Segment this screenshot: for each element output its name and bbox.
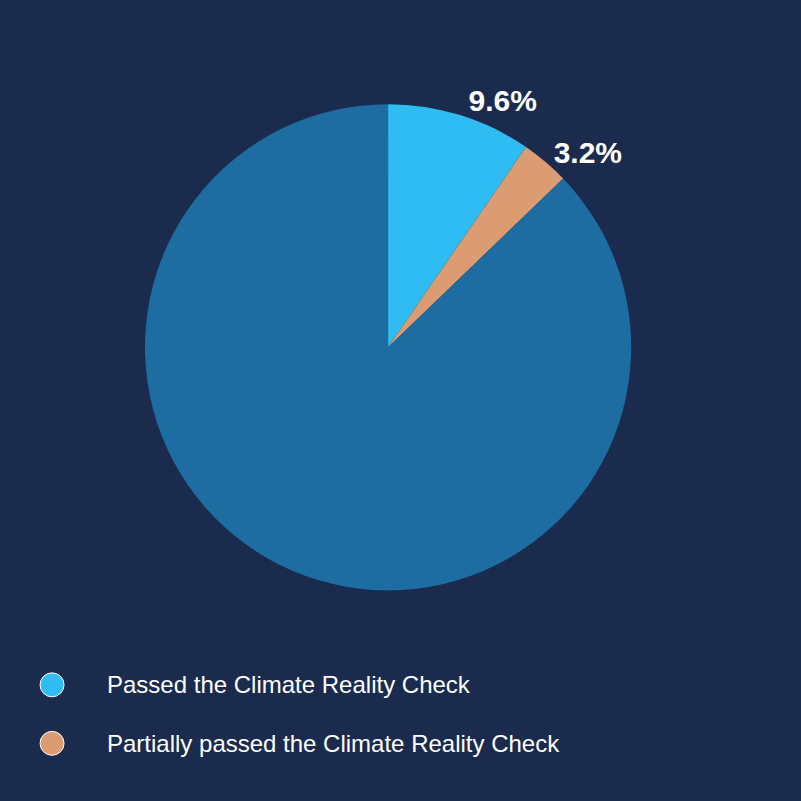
svg-text:9.6%: 9.6% xyxy=(469,84,537,117)
svg-text:Passed the Climate Reality Che: Passed the Climate Reality Check xyxy=(107,671,471,698)
svg-text:Partially passed the Climate R: Partially passed the Climate Reality Che… xyxy=(107,730,560,757)
svg-text:3.2%: 3.2% xyxy=(554,136,622,169)
